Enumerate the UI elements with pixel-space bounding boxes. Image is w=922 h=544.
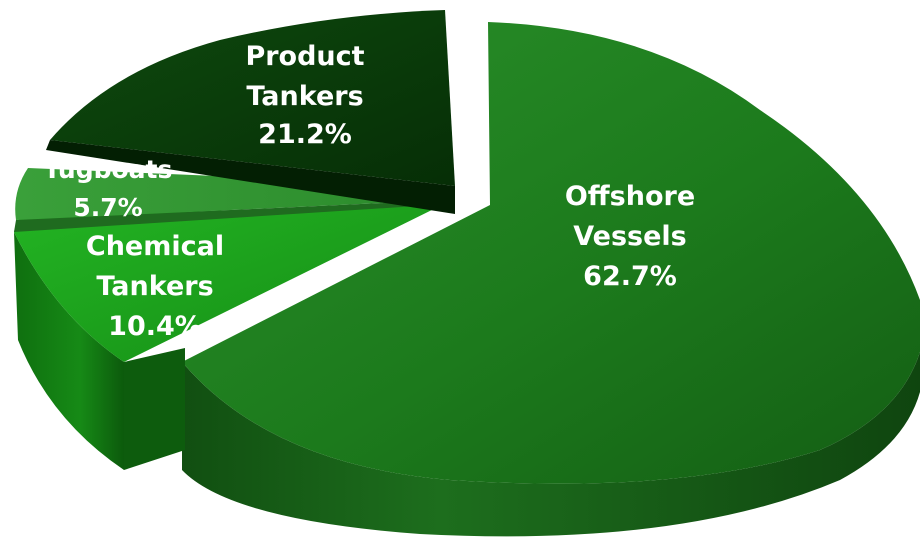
product-label-pct: 21.2%: [258, 119, 352, 150]
slice-tugboats: [14, 168, 452, 232]
product-label-line2: Tankers: [246, 81, 363, 112]
tugboats-top: [15, 168, 452, 220]
offshore-label-pct: 62.7%: [583, 261, 677, 292]
label-offshore-vessels: Offshore Vessels 62.7%: [565, 181, 695, 292]
chemical-top: [14, 202, 448, 362]
slice-chemical-tankers: [14, 202, 448, 470]
slice-offshore-vessels: [182, 22, 920, 537]
chemical-side-inner: [124, 348, 185, 470]
offshore-label-line2: Vessels: [573, 221, 687, 252]
label-product-tankers: Product Tankers 21.2%: [245, 41, 364, 150]
chemical-label-line1: Chemical: [86, 231, 224, 262]
label-tugboats: Tugboats 5.7%: [44, 155, 173, 222]
tugboats-label-line1: Tugboats: [44, 155, 173, 184]
offshore-top: [182, 22, 920, 484]
slice-product-tankers: [46, 10, 455, 214]
product-edge: [46, 140, 455, 214]
chemical-label-line2: Tankers: [96, 271, 213, 302]
offshore-side: [182, 352, 920, 537]
tugboats-edge: [14, 200, 448, 232]
product-label-line1: Product: [245, 41, 364, 72]
label-chemical-tankers: Chemical Tankers 10.4%: [86, 231, 224, 342]
chemical-side: [14, 232, 124, 470]
tugboats-label-pct: 5.7%: [73, 193, 142, 222]
offshore-label-line1: Offshore: [565, 181, 695, 212]
product-top: [50, 10, 455, 186]
chemical-label-pct: 10.4%: [108, 311, 202, 342]
